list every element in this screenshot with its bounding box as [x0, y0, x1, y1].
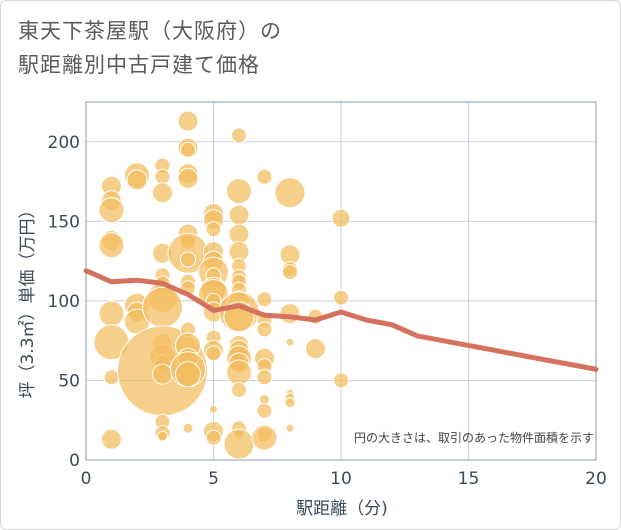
chart-title: 東天下茶屋駅（大阪府）の 駅距離別中古戸建て価格	[18, 14, 282, 82]
y-tick-label: 150	[48, 212, 80, 232]
bubble-point	[126, 169, 148, 191]
bubble-point	[226, 178, 252, 205]
bubble-point	[175, 361, 201, 388]
bubble-point	[180, 141, 196, 158]
chart-title-line-1: 東天下茶屋駅（大阪府）の	[18, 19, 282, 43]
bubble-point	[282, 264, 298, 281]
bubble-point	[98, 197, 125, 224]
trend-line-series	[83, 268, 599, 372]
bubble-point	[180, 251, 196, 268]
y-tick-label: 0	[69, 451, 80, 471]
y-tick-label: 100	[48, 292, 80, 312]
x-axis-title: 駅距離（分)	[296, 499, 388, 519]
bubble-point	[152, 182, 173, 204]
y-tick-label: 50	[58, 371, 80, 391]
average-price-line	[83, 268, 599, 372]
x-tick-label: 5	[208, 469, 219, 489]
bubble-point	[223, 428, 255, 460]
bubble-point	[333, 289, 349, 306]
bubble-point	[279, 303, 301, 325]
x-tick-label: 20	[585, 469, 607, 489]
bubble-point	[205, 429, 222, 446]
x-tick-label: 0	[81, 469, 92, 489]
bubble-point	[205, 345, 222, 362]
bubble-point	[209, 404, 218, 414]
bubble-point	[177, 110, 199, 132]
y-tick-label: 200	[48, 133, 80, 153]
bubble-point	[333, 372, 349, 389]
bubble-point	[205, 221, 222, 238]
chart-title-line-2: 駅距離別中古戸建て価格	[18, 53, 260, 77]
bubble-point	[103, 369, 120, 386]
bubble-size-note: 円の大きさは、取引のあった物件面積を示す	[354, 430, 594, 445]
bubble-point	[98, 300, 125, 327]
y-tick-labels: 0 50 100 150 200	[48, 133, 80, 471]
bubble-point	[231, 127, 247, 144]
bubble-point	[182, 422, 194, 434]
bubble-point	[285, 337, 295, 347]
x-tick-label: 15	[458, 469, 480, 489]
bubble-point	[154, 168, 171, 185]
bubble-point	[256, 168, 273, 185]
bubble-point	[305, 338, 326, 360]
bubble-point	[226, 359, 252, 386]
bubble-point	[98, 232, 125, 259]
bubble-point	[256, 321, 273, 338]
bubble-point	[157, 430, 168, 442]
x-tick-label: 10	[330, 469, 352, 489]
bubble-point	[251, 424, 278, 451]
bubble-point	[256, 291, 273, 308]
bubble-series	[93, 110, 351, 460]
bubble-point	[177, 167, 199, 189]
bubble-point	[142, 286, 183, 328]
bubble-point	[331, 208, 351, 228]
bubble-point	[274, 177, 306, 209]
bubble-point	[101, 428, 122, 450]
bubble-point	[228, 204, 250, 226]
bubble-point	[256, 402, 273, 419]
bubble-point	[231, 382, 247, 398]
bubble-point	[284, 397, 296, 409]
x-tick-labels: 0 5 10 15 20	[81, 469, 607, 489]
plot-border	[85, 101, 597, 461]
y-axis-title: 坪（3.3㎡）単価（万円）	[18, 201, 38, 398]
bubble-point	[152, 363, 173, 385]
bubble-point	[285, 423, 295, 433]
bubble-point	[256, 369, 273, 386]
